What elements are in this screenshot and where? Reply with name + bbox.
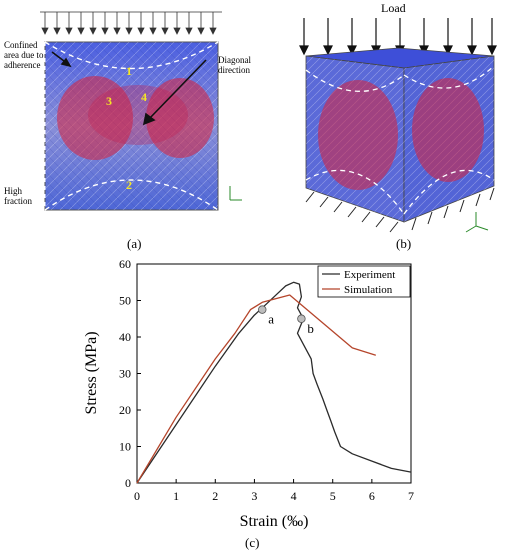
region-number-2: 2 [126,178,132,192]
region-number-3: 3 [106,94,112,108]
panel-b-image [299,18,497,233]
y-tick-label: 40 [119,330,131,344]
panel-b: Load [266,0,512,256]
point-marker-b [297,314,306,323]
y-tick-label: 20 [119,403,131,417]
high-fraction-annotation: High fraction [4,186,32,206]
point-label-b: b [307,321,314,336]
x-tick-label: 7 [408,489,414,503]
stress-strain-chart: 0 1 2 3 4 5 6 7 0 10 20 30 40 50 60 a b Stress (MPa) S… [83,257,414,530]
y-tick-label: 60 [119,257,131,271]
y-tick-label: 30 [119,367,131,381]
point-label-a: a [268,312,274,327]
x-tick-label: 3 [251,489,257,503]
panel-b-caption: (b) [396,236,412,251]
series-line-experiment [136,281,412,484]
panel-c: 0 1 2 3 4 5 6 7 0 10 20 30 40 50 60 a b Stress (MPa) S… [0,250,512,550]
legend-label-simulation: Simulation [344,284,393,296]
series-line-simulation [136,294,376,484]
load-label: Load [381,1,406,15]
y-tick-label: 0 [125,476,131,490]
region-number-4: 4 [141,90,147,104]
x-tick-label: 2 [212,489,218,503]
x-tick-label: 5 [330,489,336,503]
diagonal-annotation: Diagonal direction [218,55,251,75]
legend: Experiment Simulation [317,265,411,298]
y-tick-label: 50 [119,294,131,308]
panel-a: Confined area due to adherence Diagonal … [0,0,256,251]
panel-a-image [40,11,242,211]
legend-label-experiment: Experiment [344,269,395,281]
panel-c-caption: (c) [245,535,260,550]
x-axis-label: Strain (‰) [240,513,309,530]
x-tick-label: 6 [369,489,375,503]
x-tick-label: 0 [134,489,140,503]
y-axis-label: Stress (MPa) [83,331,100,414]
point-marker-a [258,305,267,314]
x-tick-label: 4 [291,489,297,503]
x-tick-label: 1 [173,489,179,503]
panel-a-caption: (a) [127,236,142,251]
region-number-1: 1 [126,64,132,78]
confined-annotation: Confined area due to adherence [4,40,44,70]
y-tick-label: 10 [119,440,131,454]
